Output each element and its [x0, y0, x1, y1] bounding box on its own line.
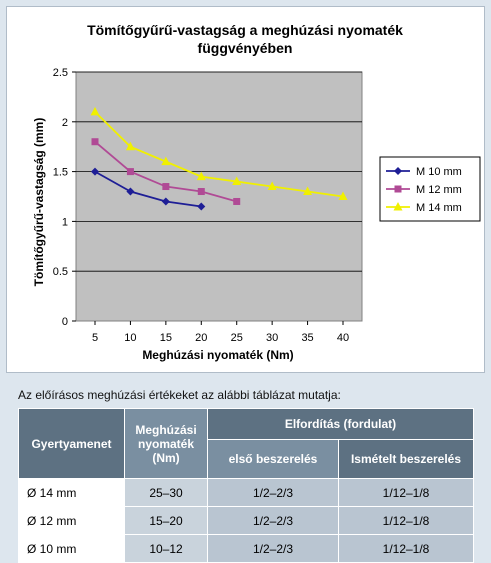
series-line-1 — [94, 170, 202, 208]
data-point — [233, 197, 241, 205]
data-point — [161, 197, 170, 206]
cell-repeat: 1/12–1/8 — [338, 534, 474, 563]
cell-repeat: 1/12–1/8 — [338, 506, 474, 535]
x-axis-label: Meghúzási nyomaték (Nm) — [142, 348, 293, 362]
header-torque-line-2: nyomaték — [137, 436, 195, 451]
x-tick-label: 10 — [124, 332, 136, 344]
legend-entry: M 12 mm — [416, 184, 462, 196]
x-tick-label: 20 — [195, 332, 207, 344]
cell-thread: Ø 12 mm — [18, 506, 125, 535]
cell-torque: 25–30 — [124, 478, 208, 507]
table-subheader-row: első beszerelés Ismételt beszerelés — [19, 439, 474, 479]
line-chart: Tömítőgyűrű-vastagság a meghúzási nyomat… — [32, 22, 481, 362]
cell-repeat: 1/12–1/8 — [338, 478, 474, 507]
y-axis-label: Tömítőgyűrű-vastagság (mm) — [32, 118, 46, 287]
header-rotation: Elfordítás (fordulat) — [207, 408, 474, 440]
header-torque-line-3: (Nm) — [152, 450, 180, 465]
x-tick-label: 35 — [301, 332, 313, 344]
y-tick-label: 2.5 — [53, 67, 68, 79]
cell-first: 1/2–2/3 — [207, 478, 339, 507]
data-point — [162, 183, 170, 191]
torque-table: Gyertyamenet Meghúzási nyomaték (Nm) Elf… — [18, 408, 474, 563]
data-point — [91, 167, 99, 176]
header-thread: Gyertyamenet — [18, 408, 125, 479]
table-row: Ø 14 mm 25–30 1/2–2/3 1/12–1/8 — [18, 478, 474, 507]
y-tick-label: 2 — [62, 117, 68, 129]
legend-entry: M 14 mm — [416, 202, 462, 214]
x-tick-label: 25 — [231, 332, 243, 344]
data-point — [161, 156, 171, 166]
legend-marker — [393, 202, 403, 211]
chart-panel: Tömítőgyűrű-vastagság a meghúzási nyomat… — [6, 6, 485, 373]
data-point — [267, 181, 277, 191]
data-point — [197, 202, 206, 211]
cell-first: 1/2–2/3 — [207, 506, 339, 535]
data-point — [197, 188, 205, 196]
y-tick-label: 0 — [62, 316, 68, 328]
intro-text: Az előírásos meghúzási értékeket az aláb… — [18, 388, 341, 402]
cell-torque: 10–12 — [124, 534, 208, 563]
y-tick-label: 1.5 — [53, 167, 68, 179]
data-point — [303, 186, 313, 196]
cell-thread: Ø 14 mm — [18, 478, 125, 507]
legend: M 10 mm M 12 mm M 14 mm — [379, 156, 481, 222]
legend-marker — [394, 167, 402, 175]
data-point — [126, 187, 135, 196]
x-tick-label: 5 — [92, 332, 98, 344]
header-torque-line-1: Meghúzási — [135, 422, 197, 437]
header-torque: Meghúzási nyomaték (Nm) — [124, 408, 208, 479]
x-tick-label: 30 — [266, 332, 278, 344]
data-point — [126, 168, 134, 176]
data-point — [232, 176, 242, 186]
table-row: Ø 12 mm 15–20 1/2–2/3 1/12–1/8 — [18, 506, 474, 535]
chart-title-line-2: függvényében — [198, 40, 293, 56]
data-point — [196, 171, 206, 181]
legend-marker — [394, 185, 402, 193]
series-line-3 — [94, 111, 344, 198]
cell-first: 1/2–2/3 — [207, 534, 339, 563]
plot-area: 0 0.5 1 1.5 2 2.5 5 10 15 20 25 30 35 40 — [53, 67, 363, 344]
data-point — [125, 141, 135, 151]
data-point — [338, 191, 348, 200]
chart-title-line-1: Tömítőgyűrű-vastagság a meghúzási nyomat… — [87, 22, 403, 38]
y-tick-label: 0.5 — [53, 266, 68, 278]
table-row: Ø 10 mm 10–12 1/2–2/3 1/12–1/8 — [18, 534, 474, 563]
y-tick-label: 1 — [62, 216, 68, 228]
data-point — [90, 106, 100, 116]
legend-entry: M 10 mm — [416, 166, 462, 178]
data-point — [91, 138, 99, 146]
cell-torque: 15–20 — [124, 506, 208, 535]
table-header-row: Gyertyamenet Meghúzási nyomaték (Nm) Elf… — [18, 408, 474, 479]
cell-thread: Ø 10 mm — [18, 534, 125, 563]
header-first-install: első beszerelés — [207, 439, 339, 479]
header-repeat-install: Ismételt beszerelés — [338, 439, 474, 479]
x-tick-label: 40 — [337, 332, 349, 344]
x-tick-label: 15 — [160, 332, 172, 344]
